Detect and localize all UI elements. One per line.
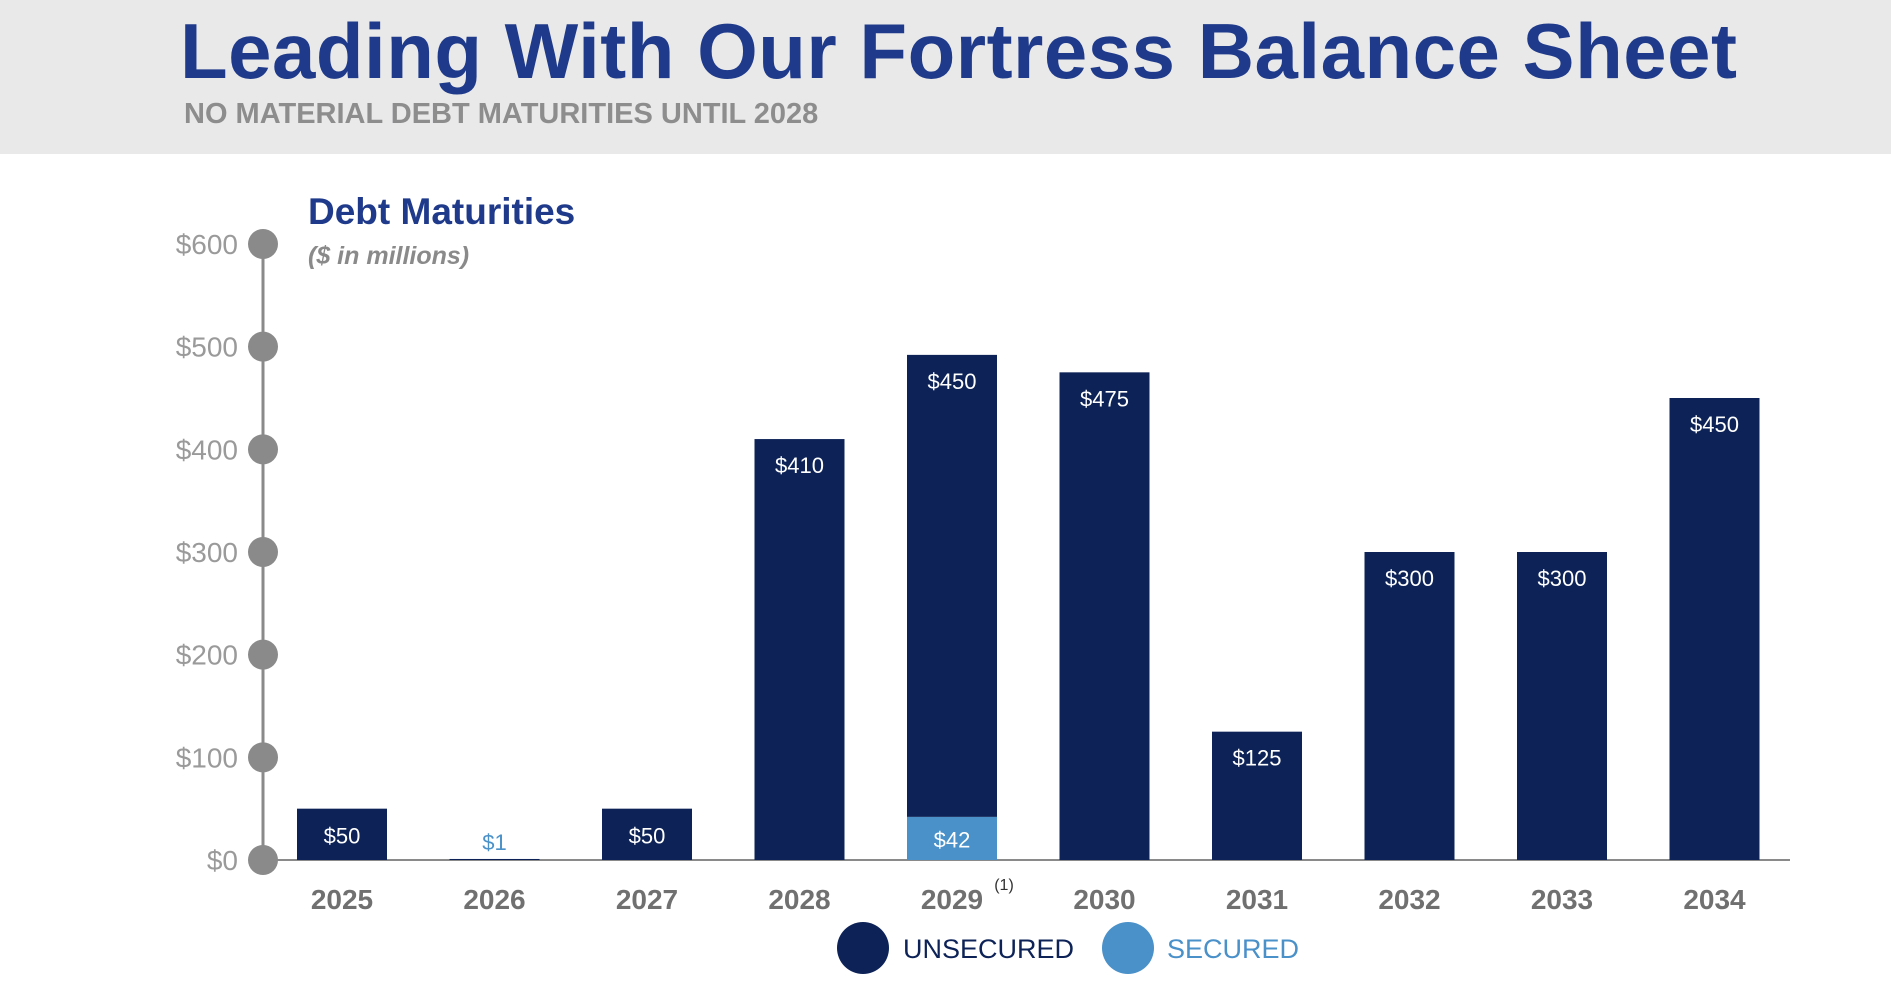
debt-maturities-chart: Debt Maturities ($ in millions) $0 $100 $2… <box>0 154 1891 988</box>
legend-secured-swatch <box>1102 922 1154 974</box>
page-title: Leading With Our Fortress Balance Sheet <box>180 7 1738 95</box>
x-axis-labels: 2025 2026 2027 2028 2029 (1) 2030 2031 2032 2033 2… <box>311 877 1746 915</box>
x-tick-label-2027: 2027 <box>616 884 678 915</box>
data-label-unsecured-2029: $450 <box>928 369 977 394</box>
bar-unsecured-2031 <box>1212 731 1302 860</box>
y-tick-label: $500 <box>176 332 238 363</box>
bar-unsecured-2025 <box>297 808 387 860</box>
y-tick-marker <box>248 845 278 875</box>
x-tick-label-2034: 2034 <box>1683 884 1746 915</box>
x-tick-label-2029: 2029 <box>921 884 983 915</box>
y-tick-label: $300 <box>176 537 238 568</box>
y-tick-label: $600 <box>176 229 238 260</box>
footnote-marker-2029: (1) <box>994 877 1014 894</box>
data-label-secured-2029: $42 <box>934 827 971 852</box>
data-label-unsecured-2034: $450 <box>1690 412 1739 437</box>
x-tick-label-2028: 2028 <box>768 884 830 915</box>
bar-secured-2026 <box>449 858 540 860</box>
data-label-secured-2026: $1 <box>482 830 506 855</box>
chart-title: Debt Maturities <box>308 191 575 232</box>
legend: UNSECURED SECURED <box>837 922 1299 974</box>
data-label-unsecured-2028: $410 <box>775 453 824 478</box>
data-label-unsecured-2033: $300 <box>1538 566 1587 591</box>
y-tick-label: $400 <box>176 434 238 465</box>
x-tick-label-2025: 2025 <box>311 884 373 915</box>
bar-secured-2029 <box>907 816 997 860</box>
y-tick-label: $0 <box>207 845 238 876</box>
bar-unsecured-2034 <box>1669 398 1760 860</box>
data-label-unsecured-2025: $50 <box>324 823 361 848</box>
y-axis: $0 $100 $200 $300 $400 $500 $600 <box>176 229 1790 876</box>
x-tick-label-2033: 2033 <box>1531 884 1593 915</box>
y-tick-label: $100 <box>176 742 238 773</box>
y-tick-marker <box>248 331 278 362</box>
bar-unsecured-2029 <box>907 354 997 817</box>
data-label-unsecured-2030: $475 <box>1080 386 1129 411</box>
page-subtitle: NO MATERIAL DEBT MATURITIES UNTIL 2028 <box>184 98 819 130</box>
y-tick-marker <box>248 742 278 773</box>
legend-secured-label: SECURED <box>1167 934 1299 964</box>
x-tick-label-2026: 2026 <box>463 884 525 915</box>
y-tick-marker <box>248 639 278 670</box>
data-label-unsecured-2032: $300 <box>1385 566 1434 591</box>
header-band: Leading With Our Fortress Balance Sheet … <box>0 0 1891 154</box>
legend-unsecured-label: UNSECURED <box>903 934 1074 964</box>
data-label-unsecured-2031: $125 <box>1233 746 1282 771</box>
bar-unsecured-2030 <box>1059 372 1150 860</box>
bar-unsecured-2027 <box>602 808 692 860</box>
y-tick-marker <box>248 229 278 259</box>
data-label-unsecured-2027: $50 <box>629 823 666 848</box>
x-tick-label-2030: 2030 <box>1073 884 1135 915</box>
bar-unsecured-2032 <box>1364 552 1455 860</box>
bar-unsecured-2033 <box>1517 552 1607 860</box>
y-tick-marker <box>248 537 278 567</box>
x-tick-label-2031: 2031 <box>1226 884 1288 915</box>
chart-svg: Debt Maturities ($ in millions) $0 $100 $2… <box>176 191 1790 974</box>
y-tick-label: $200 <box>176 640 238 671</box>
legend-unsecured-swatch <box>837 922 889 974</box>
bar-unsecured-2028 <box>754 439 845 860</box>
chart-subtitle: ($ in millions) <box>308 242 469 270</box>
x-tick-label-2032: 2032 <box>1378 884 1440 915</box>
y-tick-marker <box>248 434 278 465</box>
bars: $50 $1 $50 $410 $42 $450 $475 $125 $300 $300 $450 <box>297 354 1760 860</box>
